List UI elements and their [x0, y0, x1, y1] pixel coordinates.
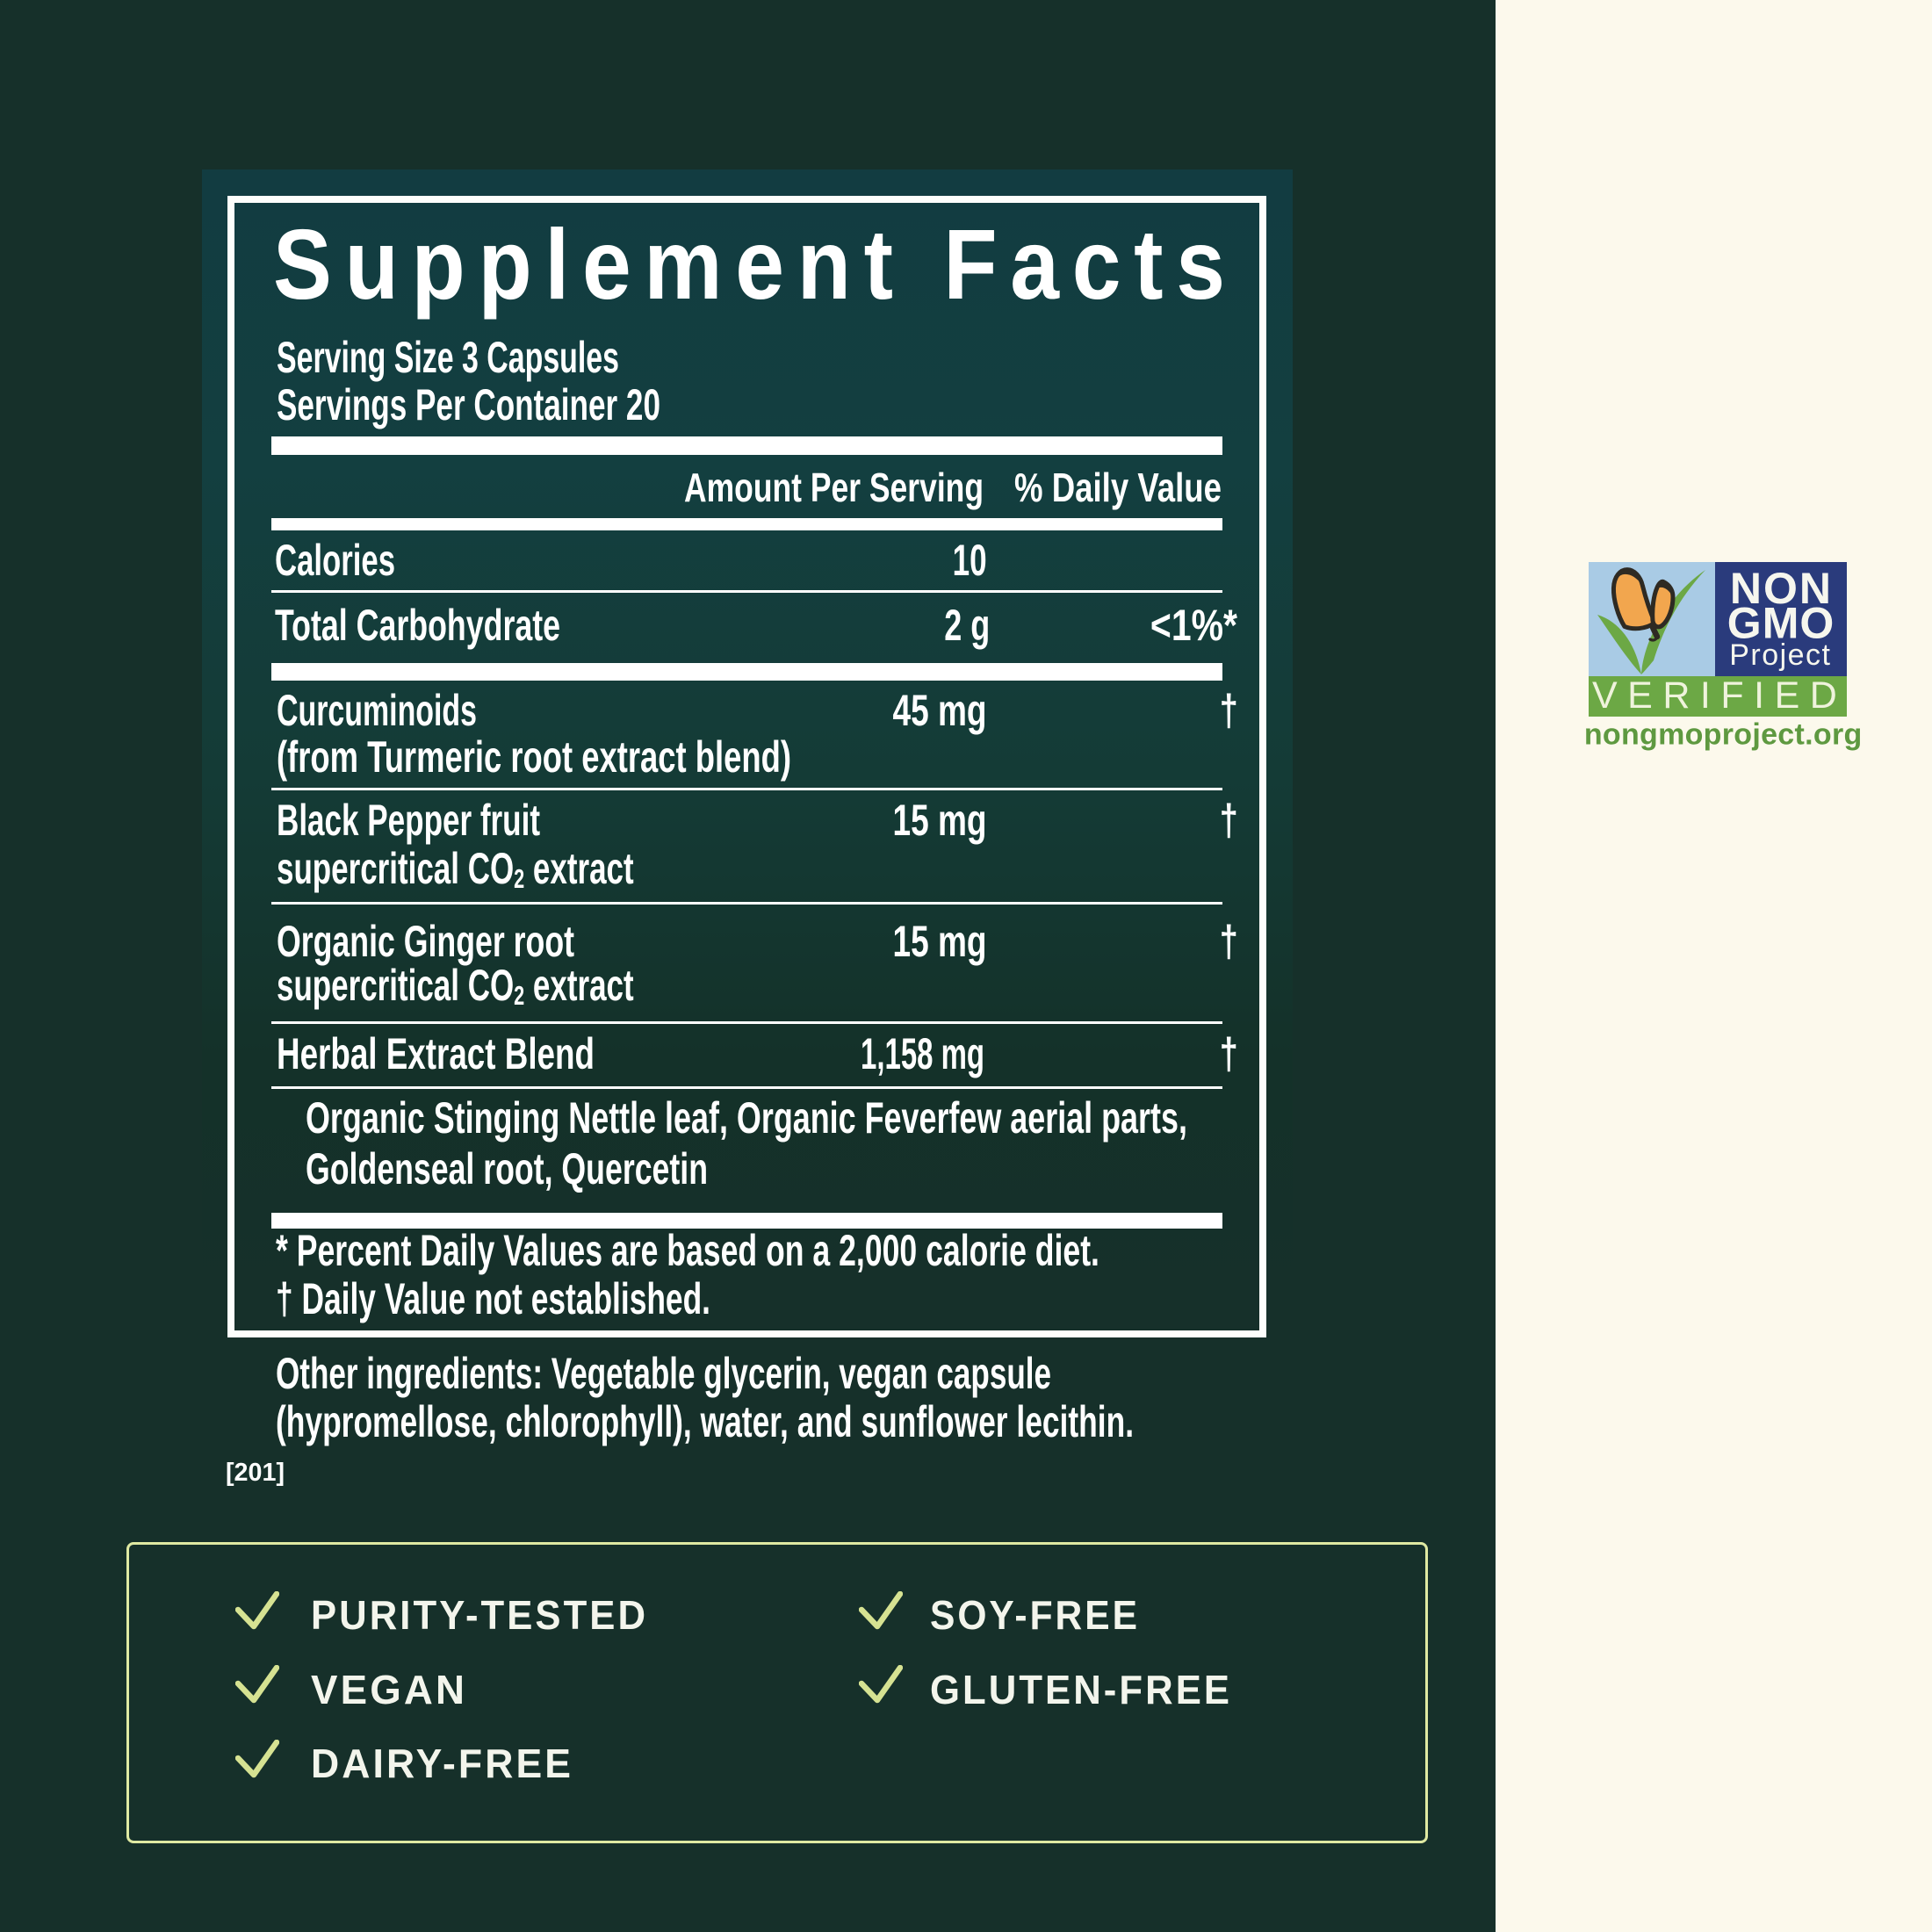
svg-text:nongmoproject.org: nongmoproject.org: [1585, 717, 1863, 751]
svg-text:VERIFIED: VERIFIED: [1592, 674, 1847, 717]
svg-text:Project: Project: [1729, 638, 1831, 672]
svg-text:GMO: GMO: [1727, 598, 1835, 647]
svg-text:NON: NON: [1730, 564, 1833, 613]
